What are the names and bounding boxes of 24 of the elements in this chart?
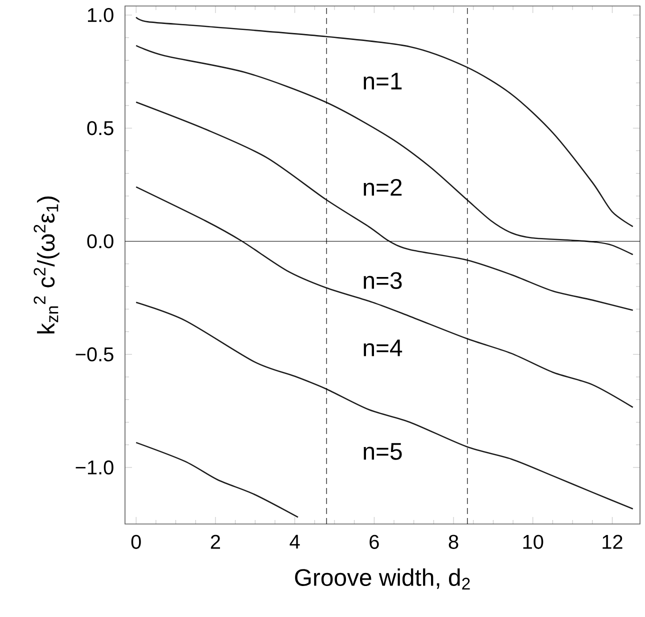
line-series xyxy=(135,302,634,510)
y-tick-label: 0.5 xyxy=(87,121,114,136)
y-tick-label: 1.0 xyxy=(88,8,114,22)
line-series xyxy=(135,44,634,256)
y-tick-label: −1.0 xyxy=(76,460,114,474)
x-tick-label: 10 xyxy=(523,534,544,549)
annotation: n=4 xyxy=(364,340,402,356)
line-series xyxy=(135,101,634,311)
line-series xyxy=(135,16,634,228)
x-tick-label: 8 xyxy=(448,534,458,549)
y-tick-label: 0.0 xyxy=(87,234,114,248)
x-tick-label: 6 xyxy=(370,534,379,549)
text: k$_{zn}$$^{2}$ c$^{2}$/(ω$^{2}$ε$_{1}$) xyxy=(34,196,60,334)
x-tick-label: 12 xyxy=(602,534,622,549)
x-tick-label: 2 xyxy=(210,534,220,549)
annotation: n=3 xyxy=(364,272,402,289)
x-tick-label: 4 xyxy=(290,534,300,549)
annotation: n=1 xyxy=(364,72,402,90)
line-series xyxy=(135,442,299,518)
x-tick-label: 0 xyxy=(131,534,141,549)
annotation: n=5 xyxy=(364,443,402,460)
y-tick-label: −0.5 xyxy=(76,347,114,362)
annotation: n=2 xyxy=(364,178,402,196)
x-axis-title: Groove width, d$_{2}$ xyxy=(295,568,470,590)
